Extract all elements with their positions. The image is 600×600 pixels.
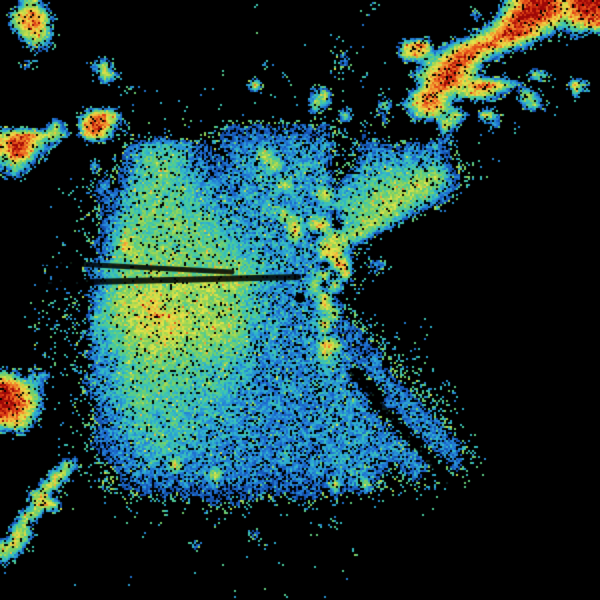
radar-reflectivity-canvas	[0, 0, 600, 600]
radar-ppi-display	[0, 0, 600, 600]
